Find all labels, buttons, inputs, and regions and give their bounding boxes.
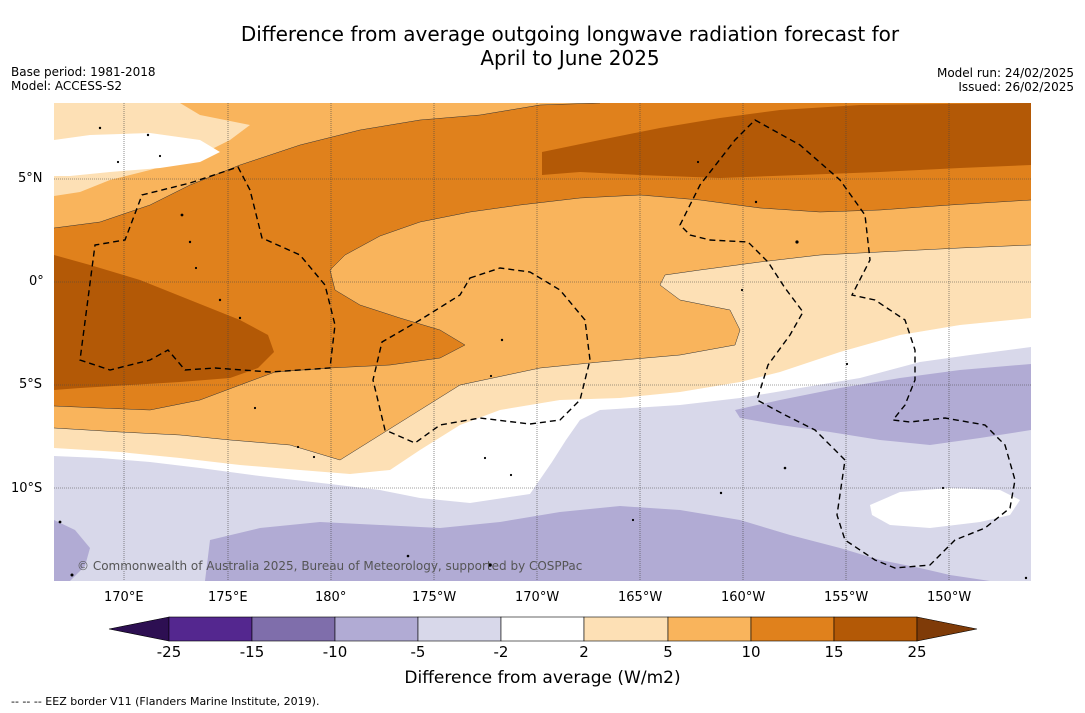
anomaly-fill-near-zero-east	[870, 488, 1020, 528]
colorbar-swatch-6	[583, 616, 669, 642]
colorbar-swatch-2	[251, 616, 336, 642]
colorbar-swatch-8	[750, 616, 835, 642]
anomaly-fill-15-25-west	[54, 255, 274, 390]
lat-tick-10s: 10°S	[11, 481, 43, 496]
colorbar-title: Difference from average (W/m2)	[404, 668, 681, 688]
lon-tick-160w: 160°W	[721, 590, 766, 605]
colorbar-under-arrow	[108, 616, 170, 642]
lat-tick-5n: 5°N	[18, 171, 43, 186]
lon-tick-170w: 170°W	[515, 590, 560, 605]
colorbar-swatch-3	[334, 616, 419, 642]
lon-tick-180: 180°	[315, 590, 347, 605]
map-title: Difference from average outgoing longwav…	[150, 22, 990, 70]
lon-tick-170e: 170°E	[104, 590, 144, 605]
eez-border-east	[679, 119, 1016, 569]
contour-lines	[54, 103, 1031, 461]
colorbar-label: -10	[322, 643, 348, 661]
lon-tick-175w: 175°W	[412, 590, 457, 605]
colorbar-swatch-7	[667, 616, 752, 642]
colorbar-label: 15	[824, 643, 844, 661]
colorbar-label: 25	[907, 643, 927, 661]
colorbar	[108, 616, 978, 642]
eez-border-west	[79, 166, 336, 373]
eez-border-central	[372, 267, 591, 444]
colorbar-label: 10	[741, 643, 761, 661]
anomaly-fill-15-25-northeast	[542, 103, 1031, 178]
map-title-line1: Difference from average outgoing longwav…	[240, 22, 900, 46]
eez-legend: -- -- -- EEZ border V11 (Flanders Marine…	[11, 695, 320, 708]
meta-left: Base period: 1981-2018 Model: ACCESS-S2	[11, 65, 156, 93]
colorbar-swatch-5	[500, 616, 585, 642]
colorbar-over-arrow	[916, 616, 978, 642]
lon-tick-175e: 175°E	[208, 590, 248, 605]
colorbar-swatch-9	[833, 616, 918, 642]
colorbar-label: -5	[410, 643, 426, 661]
model-run: Model run: 24/02/2025	[936, 66, 1074, 80]
anomaly-fill-minus10-minus5-west	[54, 520, 90, 581]
map-title-line2: April to June 2025	[480, 46, 660, 70]
colorbar-label: 5	[663, 643, 673, 661]
island-specks	[58, 126, 1028, 580]
eez-borders	[79, 119, 1016, 569]
colorbar-label: -2	[493, 643, 509, 661]
anomaly-fill-minus10-minus5-south	[205, 506, 990, 581]
lon-tick-150w: 150°W	[927, 590, 972, 605]
copyright-notice: © Commonwealth of Australia 2025, Bureau…	[77, 559, 582, 573]
issued-date: Issued: 26/02/2025	[958, 80, 1074, 94]
map-plot-area: © Commonwealth of Australia 2025, Bureau…	[54, 103, 1031, 581]
colorbar-swatch-1	[168, 616, 253, 642]
anomaly-fill-10-15	[54, 103, 1031, 410]
lat-tick-0: 0°	[29, 274, 44, 289]
lon-tick-165w: 165°W	[618, 590, 663, 605]
anomaly-fill-near-zero-northwest	[54, 133, 220, 176]
colorbar-label: -25	[156, 643, 182, 661]
meta-right: Model run: 24/02/2025 Issued: 26/02/2025	[937, 66, 1074, 94]
graticule	[54, 103, 1031, 581]
lon-tick-155w: 155°W	[824, 590, 869, 605]
lat-tick-5s: 5°S	[19, 377, 43, 392]
anomaly-fill-minus10-minus5-east	[735, 364, 1031, 445]
base-period: Base period: 1981-2018	[11, 65, 156, 79]
model-name: Model: ACCESS-S2	[11, 79, 123, 93]
colorbar-label: -15	[239, 643, 265, 661]
colorbar-swatch-4	[417, 616, 502, 642]
colorbar-label: 2	[579, 643, 589, 661]
